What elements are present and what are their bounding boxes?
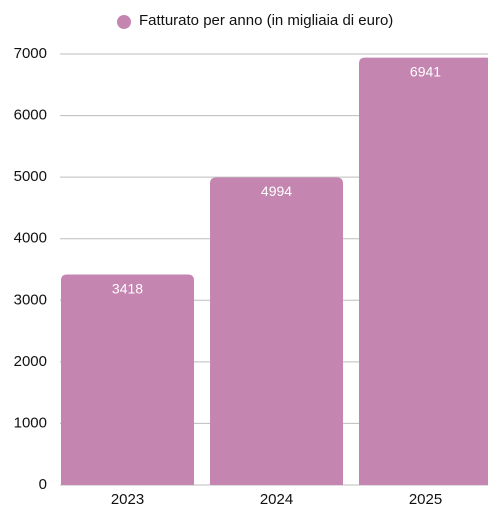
y-tick-label: 6000 xyxy=(14,107,47,124)
y-tick-label: 1000 xyxy=(14,414,47,431)
legend-label: Fatturato per anno (in migliaia di euro) xyxy=(139,12,393,29)
legend: Fatturato per anno (in migliaia di euro) xyxy=(117,12,393,29)
bar xyxy=(210,177,343,486)
y-tick-label: 7000 xyxy=(14,45,47,62)
y-tick-label: 4000 xyxy=(14,230,47,247)
data-label: 3418 xyxy=(112,280,143,296)
x-tick-label: 2024 xyxy=(260,491,293,508)
y-tick-label: 0 xyxy=(39,476,47,493)
x-tick-label: 2023 xyxy=(111,491,144,508)
data-label: 6941 xyxy=(410,63,441,79)
x-tick-label: 2025 xyxy=(409,491,442,508)
data-label: 4994 xyxy=(261,183,292,199)
bar xyxy=(359,57,488,485)
legend-marker xyxy=(117,15,131,29)
y-tick-label: 2000 xyxy=(14,353,47,370)
y-tick-label: 3000 xyxy=(14,291,47,308)
bar xyxy=(61,274,194,485)
y-tick-label: 5000 xyxy=(14,168,47,185)
